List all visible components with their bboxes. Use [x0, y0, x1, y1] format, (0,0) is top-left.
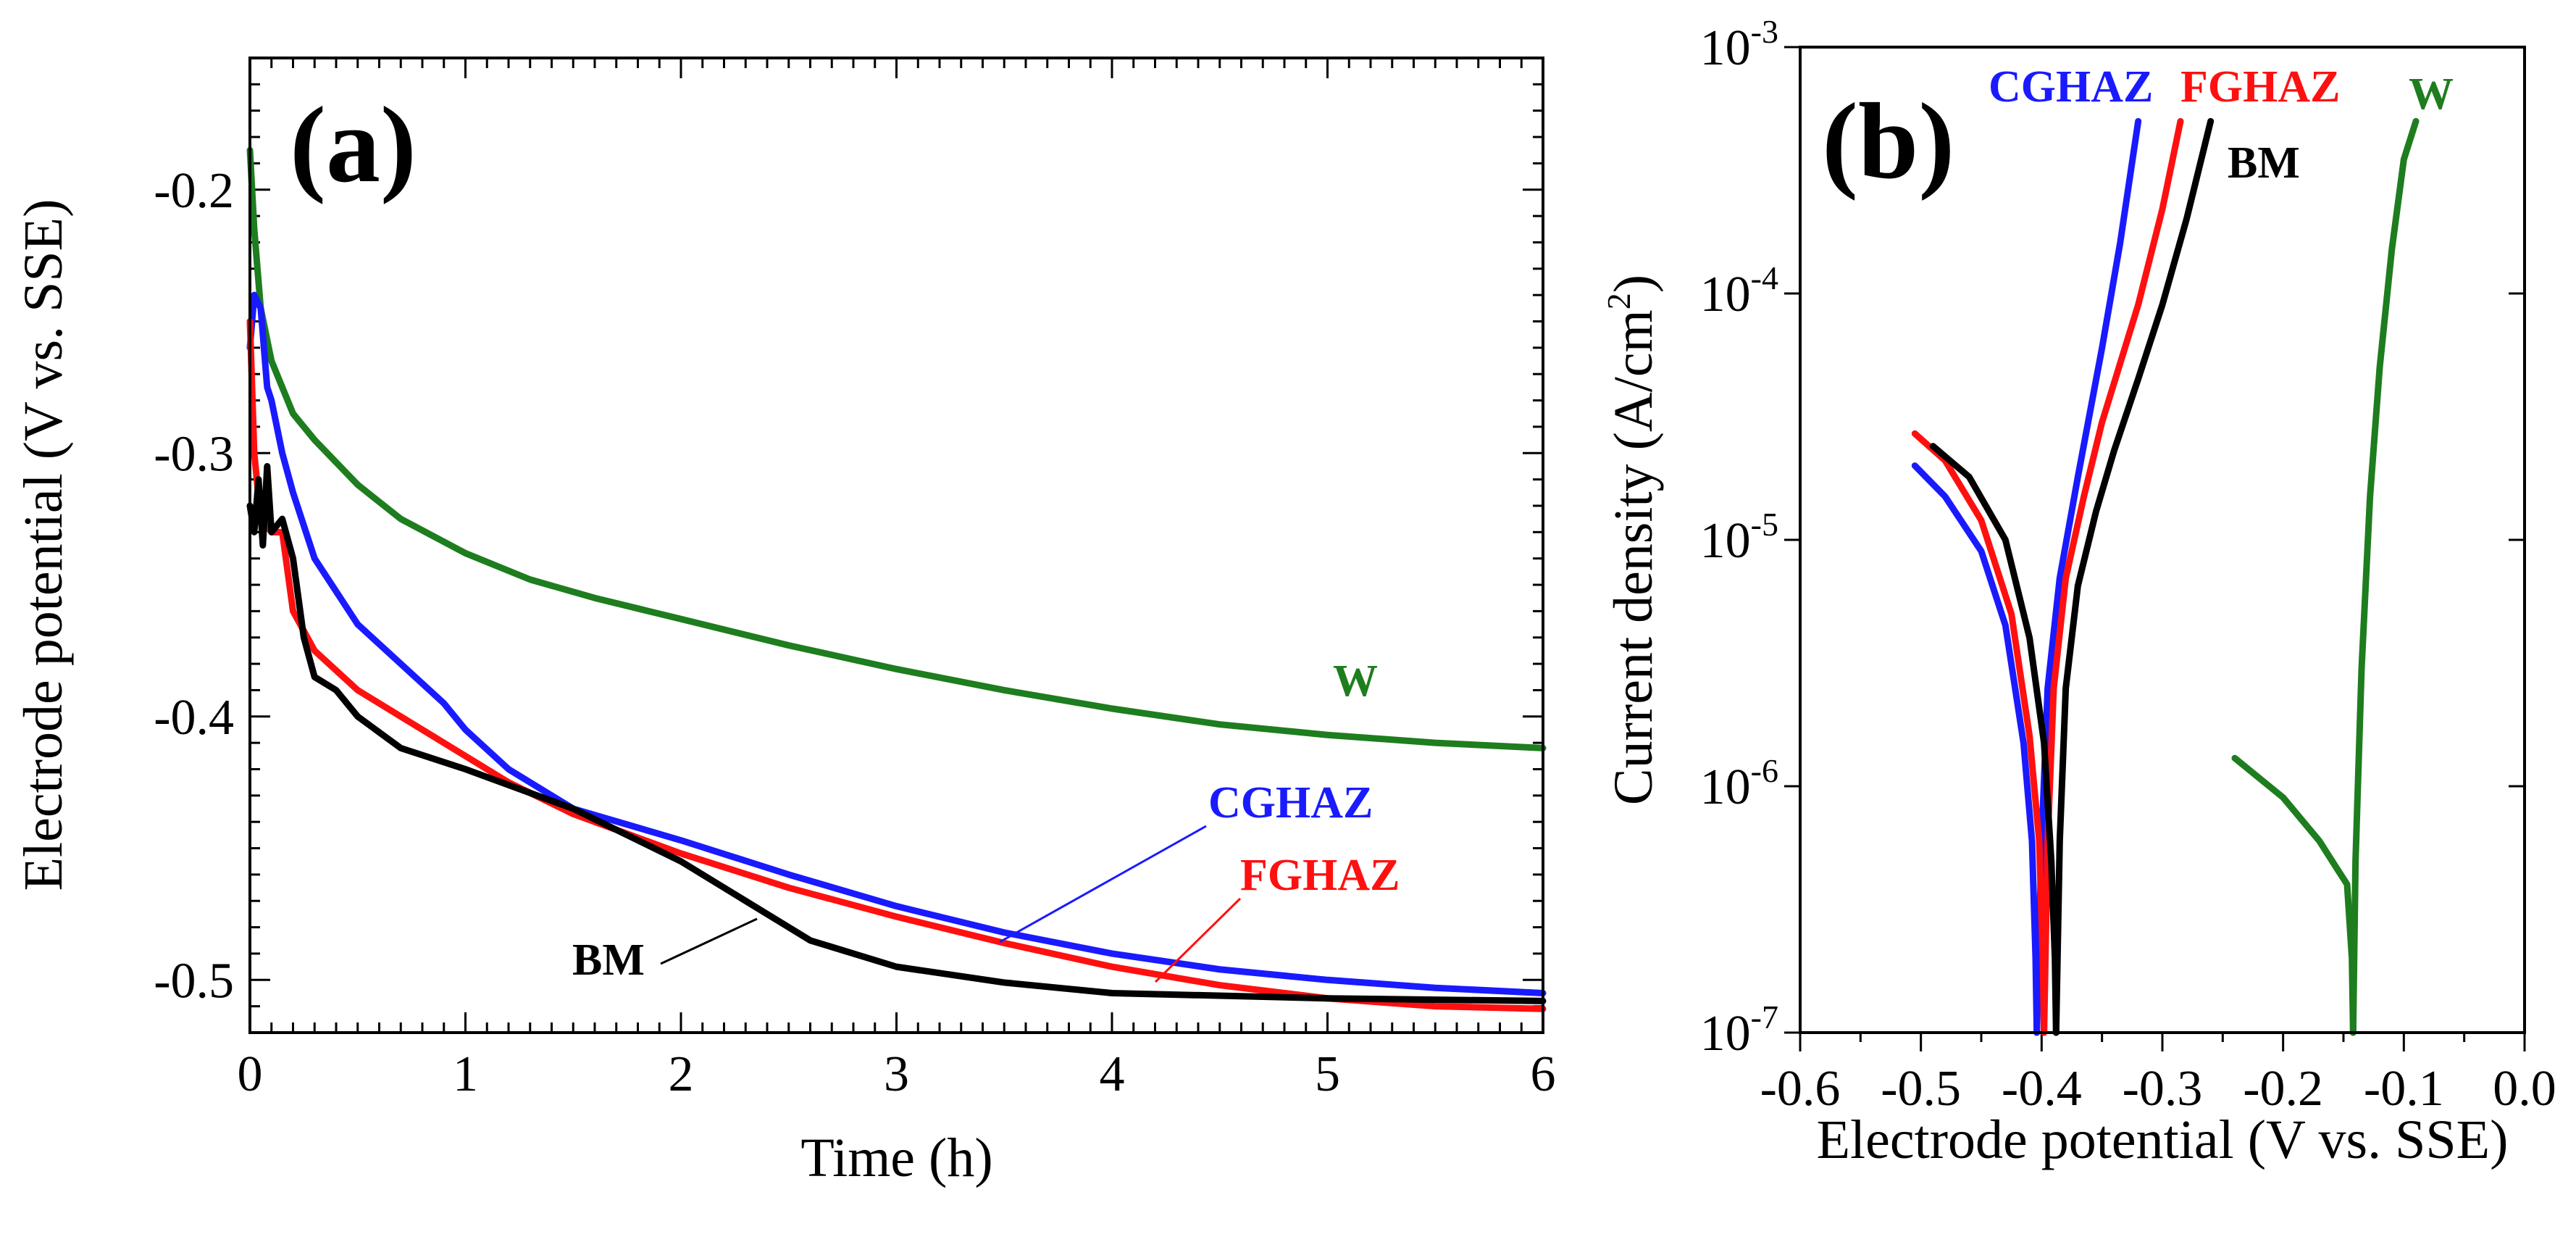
- a-x-tick-label: 0: [238, 1046, 263, 1102]
- a-series-bm: [246, 462, 1547, 1004]
- panel-b-y-axis-label: Current density (A/cm2): [1600, 275, 1664, 805]
- b-y-tick-label: 10-3: [1700, 13, 1778, 76]
- b-x-tick-label: -0.2: [2243, 1061, 2323, 1117]
- panel-b-series: [1911, 117, 2420, 1036]
- b-y-tick-label: 10-7: [1700, 999, 1778, 1062]
- b-series-cghaz-anodic: [2033, 117, 2142, 1036]
- b-x-tick-label: -0.3: [2123, 1061, 2203, 1117]
- b-series-w-anodic: [2349, 117, 2420, 1036]
- panel-a-ticks: 0 1 2 3 4 5 6 -0.2 -0.3 -0.4 -0.5: [154, 57, 1556, 1102]
- panel-a-series: [246, 146, 1547, 1012]
- b-series-fghaz-cathodic: [1911, 430, 2048, 1036]
- a-y-tick-label: -0.3: [154, 426, 234, 482]
- label-W-a: W: [1333, 657, 1378, 706]
- panel-b: -0.6 -0.5 -0.4 -0.3 -0.2 -0.1 0.0 10-7 10-6 10-5 1…: [1600, 13, 2556, 1170]
- a-y-tick-label: -0.4: [154, 690, 234, 746]
- leader-FGHAZ-a: [1154, 897, 1242, 983]
- a-x-tick-label: 5: [1315, 1046, 1340, 1102]
- b-x-tick-label: 0.0: [2493, 1061, 2556, 1117]
- a-x-tick-label: 1: [453, 1046, 478, 1102]
- label-BM-b: BM: [2228, 138, 2300, 188]
- label-BM-a: BM: [572, 936, 645, 985]
- a-x-tick-label: 3: [884, 1046, 909, 1102]
- label-FGHAZ-b: FGHAZ: [2180, 62, 2340, 112]
- leader-BM-a: [660, 917, 758, 965]
- label-CGHAZ-b: CGHAZ: [1989, 62, 2153, 112]
- b-series-bm-anodic: [2052, 117, 2215, 1036]
- b-series-bm-cathodic: [1929, 443, 2059, 1036]
- label-W-b: W: [2409, 70, 2454, 119]
- panel-a-frame: [248, 57, 1544, 1034]
- b-x-tick-label: -0.6: [1760, 1061, 1841, 1117]
- a-series-w: [246, 146, 1547, 751]
- b-series-cghaz-cathodic: [1911, 462, 2041, 1036]
- panel-b-frame: [1799, 46, 2526, 1034]
- a-x-tick-label: 4: [1100, 1046, 1125, 1102]
- panel-b-ticks: -0.6 -0.5 -0.4 -0.3 -0.2 -0.1 0.0 10-7 10-6 10-5 1…: [1700, 13, 2556, 1117]
- panel-a-y-axis-label: Electrode potential (V vs. SSE): [13, 199, 74, 891]
- b-x-tick-label: -0.5: [1881, 1061, 1961, 1117]
- panel-b-label: (b): [1822, 81, 1954, 201]
- b-y-tick-label: 10-5: [1700, 506, 1778, 569]
- a-y-tick-label: -0.5: [154, 953, 234, 1009]
- a-x-tick-label: 2: [669, 1046, 694, 1102]
- label-CGHAZ-a: CGHAZ: [1208, 778, 1373, 828]
- b-x-tick-label: -0.1: [2364, 1061, 2444, 1117]
- label-FGHAZ-a: FGHAZ: [1240, 851, 1400, 900]
- a-y-tick-label: -0.2: [154, 163, 234, 219]
- b-x-tick-label: -0.4: [2002, 1061, 2082, 1117]
- leader-CGHAZ-a: [999, 825, 1207, 943]
- b-series-fghaz-anodic: [2041, 117, 2184, 1036]
- a-series-cghaz: [246, 291, 1547, 996]
- panel-a-label: (a): [290, 85, 417, 205]
- b-y-tick-label: 10-6: [1700, 752, 1778, 815]
- b-y-tick-label: 10-4: [1700, 259, 1778, 322]
- b-series-w-cathodic: [2231, 754, 2357, 1036]
- panel-a-x-axis-label: Time (h): [800, 1128, 992, 1188]
- a-x-tick-label: 6: [1531, 1046, 1556, 1102]
- panel-b-x-axis-label: Electrode potential (V vs. SSE): [1817, 1109, 2509, 1170]
- panel-a: 0 1 2 3 4 5 6 -0.2 -0.3 -0.4 -0.5 (a) Time (h) Ele…: [13, 57, 1556, 1188]
